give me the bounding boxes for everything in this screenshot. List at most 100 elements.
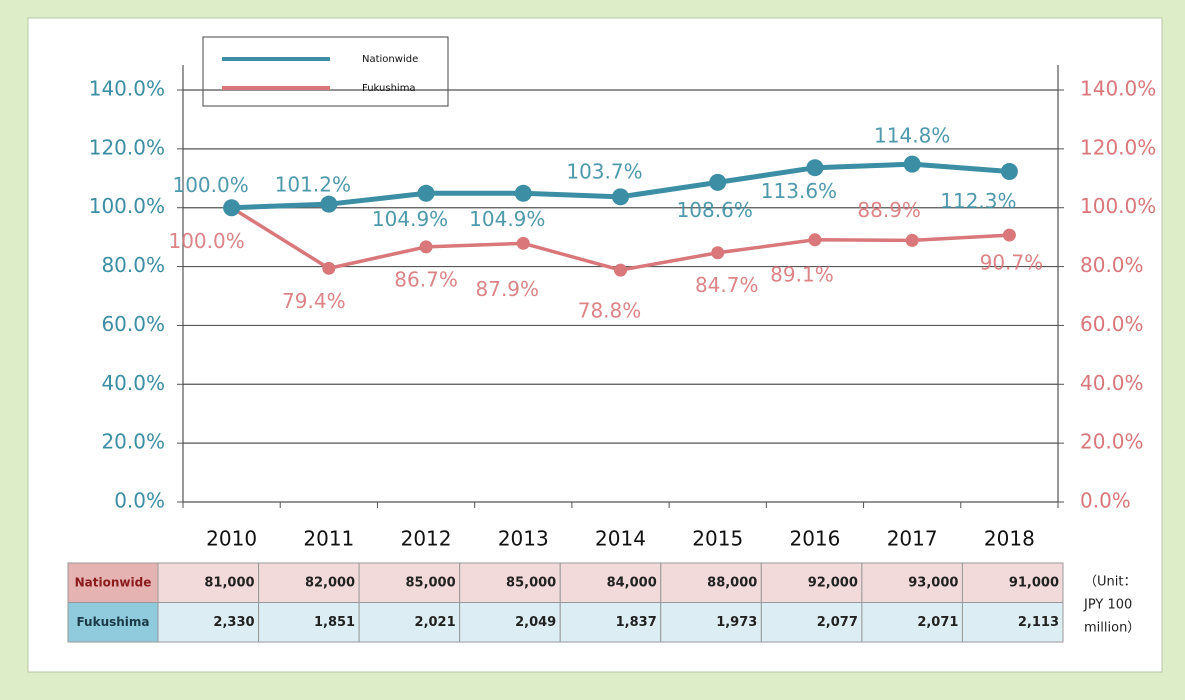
table-cell — [157, 562, 260, 603]
data-label: 104.9% — [469, 207, 545, 231]
marker — [614, 263, 627, 277]
y2-tick-label: 80.0% — [1080, 253, 1144, 277]
y2-tick-label: 120.0% — [1080, 135, 1156, 159]
marker — [808, 233, 822, 247]
y2-tick-label: 40.0% — [1080, 371, 1144, 395]
legend-label: Nationwide — [362, 54, 418, 65]
data-label: 112.3% — [940, 189, 1016, 213]
data-label: 114.8% — [874, 124, 950, 148]
table-value: 91,000 — [1009, 575, 1059, 590]
row-header: Fukushima — [76, 615, 149, 629]
row-header: Nationwide — [75, 575, 152, 589]
table-cell — [459, 562, 561, 603]
y-tick-label: 60.0% — [101, 312, 165, 336]
y2-tick-label: 0.0% — [1080, 489, 1131, 513]
table-value: 1,837 — [616, 615, 657, 630]
marker — [417, 184, 435, 202]
data-label: 87.9% — [476, 277, 540, 301]
table-cell — [861, 602, 963, 643]
y-tick-label: 20.0% — [101, 430, 165, 454]
y-tick-label: 80.0% — [101, 253, 165, 277]
legend-label: Fukushima — [362, 83, 416, 94]
table-value: 2,113 — [1018, 615, 1059, 630]
data-label: 78.8% — [578, 299, 642, 323]
x-tick-label: 2010 — [206, 527, 257, 551]
data-label: 79.4% — [282, 289, 346, 313]
legend — [202, 36, 449, 107]
table-cell — [559, 562, 662, 603]
data-label: 89.1% — [770, 262, 834, 286]
y2-tick-label: 20.0% — [1080, 430, 1144, 454]
x-tick-label: 2012 — [401, 527, 452, 551]
x-tick-label: 2018 — [984, 527, 1035, 551]
data-label: 84.7% — [695, 273, 759, 297]
data-label: 100.0% — [172, 173, 248, 197]
table-value: 85,000 — [405, 575, 455, 590]
x-tick-label: 2013 — [498, 527, 549, 551]
x-tick-label: 2014 — [595, 527, 646, 551]
table-cell — [559, 602, 662, 643]
table-cell — [358, 602, 461, 643]
marker — [806, 159, 824, 177]
marker — [419, 240, 433, 254]
table-cell — [459, 602, 561, 643]
table-cell — [760, 562, 863, 603]
table-value: 2,330 — [213, 615, 254, 630]
table-cell — [358, 562, 461, 603]
data-label: 88.9% — [857, 198, 921, 222]
x-tick-label: 2015 — [692, 527, 743, 551]
data-label: 101.2% — [275, 173, 351, 197]
unit-note: JPY 100 — [1083, 598, 1132, 613]
marker — [709, 173, 727, 191]
marker — [711, 246, 725, 260]
marker — [516, 236, 530, 250]
marker — [903, 155, 921, 173]
data-label: 104.9% — [372, 207, 448, 231]
marker — [514, 184, 532, 202]
x-tick-label: 2017 — [887, 527, 938, 551]
table-cell — [660, 602, 762, 643]
marker — [223, 199, 241, 217]
table-cell — [157, 602, 260, 643]
table-value: 82,000 — [305, 575, 355, 590]
y-tick-label: 100.0% — [89, 194, 165, 218]
table-value: 84,000 — [607, 575, 657, 590]
unit-note: （Unit： — [1084, 575, 1136, 590]
table-value: 81,000 — [204, 575, 254, 590]
marker — [1000, 163, 1018, 181]
y2-tick-label: 60.0% — [1080, 312, 1144, 336]
x-tick-label: 2011 — [303, 527, 354, 551]
y-tick-label: 0.0% — [114, 489, 165, 513]
data-label: 103.7% — [566, 159, 642, 183]
x-tick-label: 2016 — [789, 527, 840, 551]
table-value: 1,851 — [314, 615, 355, 630]
table-value: 2,071 — [917, 615, 958, 630]
data-label: 86.7% — [394, 267, 458, 291]
marker — [612, 188, 629, 206]
table-cell — [258, 602, 360, 643]
data-label: 100.0% — [168, 229, 244, 253]
table-value: 88,000 — [707, 575, 757, 590]
y2-tick-label: 100.0% — [1080, 194, 1156, 218]
marker — [1002, 228, 1016, 242]
row-header-cell — [67, 602, 159, 643]
marker — [322, 261, 336, 275]
table-value: 2,021 — [415, 615, 456, 630]
data-label: 90.7% — [980, 251, 1044, 275]
table-cell — [258, 562, 360, 603]
y-tick-label: 40.0% — [101, 371, 165, 395]
table-value: 2,077 — [817, 615, 858, 630]
table-cell — [660, 562, 762, 603]
table-cell — [961, 562, 1064, 603]
marker — [905, 233, 919, 247]
marker — [320, 195, 338, 213]
unit-note: million） — [1084, 621, 1140, 636]
table-value: 85,000 — [506, 575, 556, 590]
y2-tick-label: 140.0% — [1080, 77, 1156, 101]
table-value: 92,000 — [808, 575, 858, 590]
y-tick-label: 120.0% — [89, 135, 165, 159]
table-value: 93,000 — [908, 575, 958, 590]
table-value: 1,973 — [716, 615, 757, 630]
